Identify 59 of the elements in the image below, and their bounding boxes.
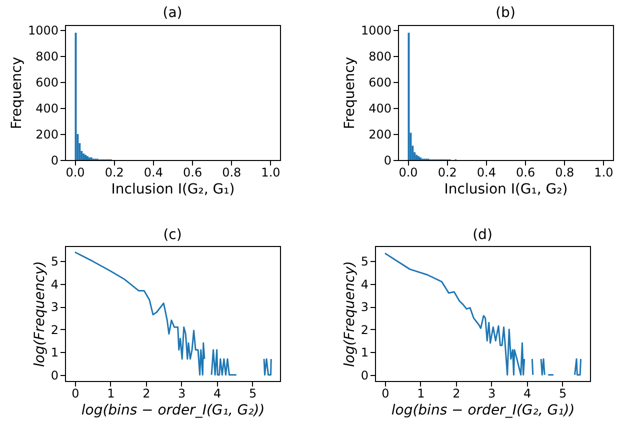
x-axis-title: Inclusion I(G₂, G₁) — [111, 182, 235, 198]
x-tick-label: 4 — [524, 386, 532, 400]
x-axis-title: log(bins − order_I(G₂, G₁)) — [391, 402, 575, 418]
y-tick-label: 3 — [50, 300, 58, 314]
x-axis-title: Inclusion I(G₁, G₂) — [444, 182, 568, 198]
y-tick-label: 1000 — [28, 24, 58, 38]
y-tick-label: 1 — [360, 346, 368, 360]
x-tick-label: 2 — [142, 386, 150, 400]
y-tick-label: 1 — [50, 346, 58, 360]
y-tick-label: 0 — [360, 368, 368, 382]
x-tick-label: 0.6 — [516, 166, 536, 180]
x-tick-label: 0.0 — [66, 166, 85, 180]
x-tick-label: 5 — [249, 386, 257, 400]
chart-title: (c) — [163, 227, 182, 243]
x-tick-label: 0.2 — [438, 166, 457, 180]
y-tick-label: 0 — [50, 368, 58, 382]
x-tick-label: 0.4 — [476, 166, 496, 180]
y-tick-label: 600 — [36, 76, 58, 90]
x-tick-label: 3 — [178, 386, 186, 400]
x-tick-label: 0.4 — [144, 166, 163, 180]
chart-title: (a) — [162, 5, 182, 22]
x-axis-title: log(bins − order_I(G₁, G₂)) — [81, 402, 265, 418]
y-axis-title: Frequency — [342, 56, 358, 130]
y-tick-label: 800 — [36, 50, 58, 64]
x-tick-label: 1 — [107, 386, 115, 400]
x-tick-label: 0.6 — [183, 166, 202, 180]
y-tick-label: 2 — [50, 322, 58, 337]
y-tick-label: 400 — [36, 102, 58, 116]
x-tick-label: 0.2 — [104, 166, 124, 180]
y-tick-label: 200 — [36, 128, 58, 142]
x-tick-label: 3 — [488, 386, 496, 400]
x-tick-label: 5 — [559, 386, 567, 400]
x-tick-label: 1.0 — [594, 166, 614, 180]
y-tick-label: 800 — [368, 50, 392, 64]
x-tick-label: 0.0 — [398, 166, 418, 180]
y-tick-label: 4 — [50, 277, 58, 292]
y-tick-label: 4 — [360, 277, 368, 292]
y-tick-label: 2 — [360, 322, 368, 337]
y-axis-title: Frequency — [8, 56, 25, 130]
x-tick-label: 2 — [452, 386, 460, 400]
y-tick-label: 400 — [368, 102, 392, 116]
x-tick-label: 0.8 — [222, 166, 242, 180]
y-tick-label: 1000 — [360, 24, 392, 38]
y-tick-label: 0 — [384, 154, 392, 168]
x-tick-label: 0.8 — [555, 166, 574, 180]
y-tick-label: 3 — [360, 300, 368, 314]
x-tick-label: 4 — [214, 386, 222, 400]
x-tick-label: 1 — [417, 386, 425, 400]
y-tick-label: 200 — [368, 128, 392, 142]
chart-title: (d) — [472, 227, 492, 243]
y-axis-title: log(Frequency) — [342, 261, 358, 367]
x-tick-label: 0 — [72, 386, 80, 400]
y-axis-title: log(Frequency) — [32, 261, 48, 367]
y-tick-label: 0 — [50, 154, 58, 168]
y-tick-label: 5 — [50, 254, 58, 269]
y-tick-label: 5 — [360, 254, 368, 269]
y-tick-label: 600 — [368, 76, 392, 90]
chart-title: (b) — [496, 5, 516, 22]
x-tick-label: 1.0 — [261, 166, 280, 180]
